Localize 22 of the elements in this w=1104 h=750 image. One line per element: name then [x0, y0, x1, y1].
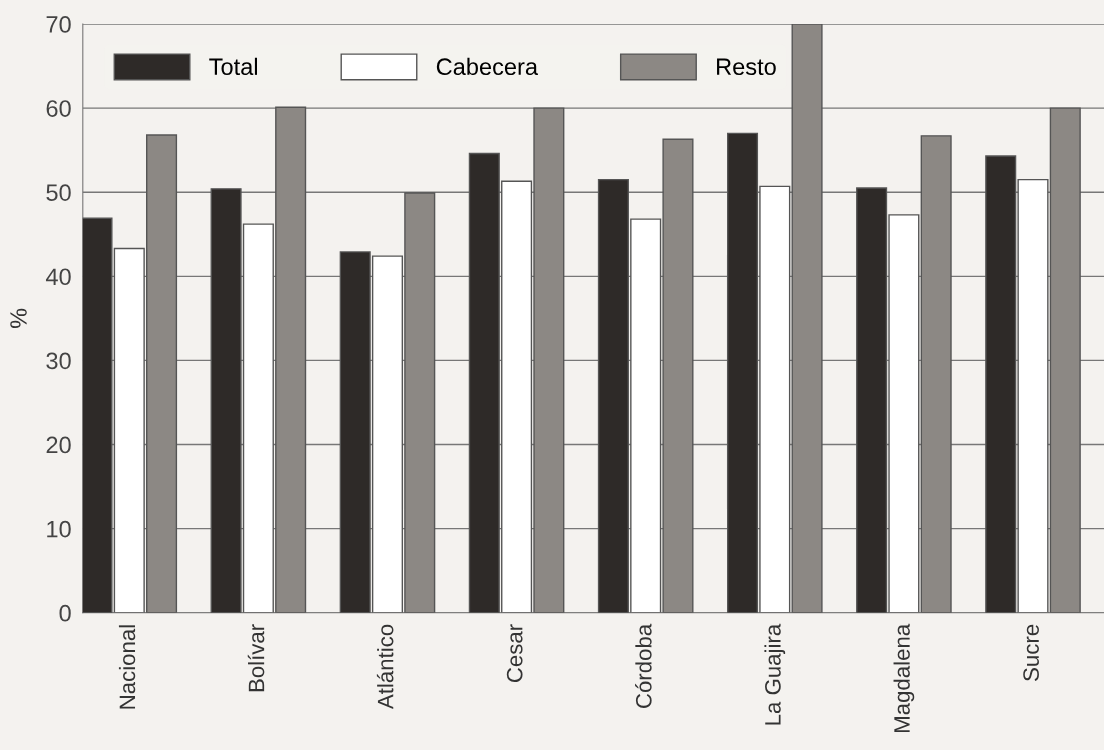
bar: [920, 135, 952, 613]
y-tick-label: 60: [46, 100, 71, 117]
legend-label: Total: [209, 57, 257, 76]
x-tick-label: Córdoba: [635, 623, 652, 708]
y-tick-label: 20: [46, 436, 71, 454]
y-tick-label: 10: [47, 520, 71, 538]
y-tick-label: 70: [46, 16, 71, 33]
x-tick-label: Sucre: [1023, 624, 1039, 681]
y-tick-label: 30: [46, 352, 71, 370]
x-tick-label: La Guajira: [764, 623, 786, 725]
x-tick-label: Cesar: [506, 624, 523, 683]
y-tick-label: 40: [45, 268, 71, 286]
x-tick-label: Bolívar: [247, 624, 265, 692]
y-tick-label: 0: [59, 604, 71, 622]
x-tick-label: Nacional: [118, 625, 136, 709]
legend-label: Resto: [717, 58, 776, 76]
x-tick-label: Atlántico: [376, 624, 394, 710]
x-tick-label: Magdalena: [893, 623, 915, 732]
bar: [791, 24, 823, 613]
legend-label: Cabecera: [436, 57, 539, 76]
y-axis-title: %: [10, 308, 27, 329]
y-tick-label: 50: [46, 184, 71, 201]
